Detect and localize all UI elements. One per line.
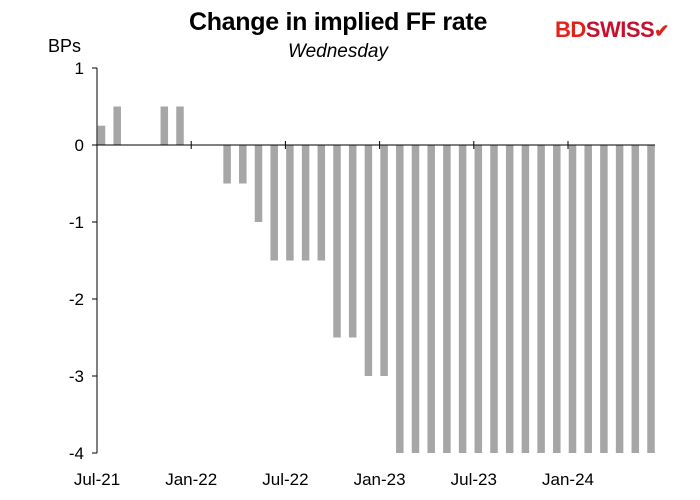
x-tick-label: Jul-21 — [74, 470, 120, 489]
bar — [113, 106, 121, 145]
bar — [568, 145, 577, 453]
x-tick-label: Jul-22 — [262, 470, 308, 489]
bar — [647, 145, 655, 453]
bar — [427, 145, 435, 453]
y-tick-label: -2 — [69, 290, 84, 309]
bar — [553, 145, 561, 453]
bar — [176, 106, 184, 145]
x-tick-label: Jan-23 — [354, 470, 406, 489]
bar — [615, 145, 624, 453]
bar — [286, 145, 294, 261]
bar — [97, 125, 106, 145]
y-axis-label: BPs — [48, 36, 82, 56]
bar — [239, 145, 247, 184]
bar — [348, 145, 357, 338]
bar — [505, 145, 514, 453]
bar — [223, 145, 231, 184]
y-tick-label: -1 — [69, 213, 84, 232]
bar — [631, 145, 640, 453]
bar — [458, 145, 467, 453]
bars-group — [97, 106, 655, 453]
bar — [380, 145, 388, 376]
y-tick-label: 1 — [75, 59, 84, 78]
axes-group: 1 0 -1 -2 -3 -4 Jul-21 Jan-22 Jul-22 Jan-23 Jul-23… — [69, 59, 655, 489]
bar — [537, 145, 545, 453]
y-tick-label: -4 — [69, 444, 84, 463]
bar — [333, 145, 341, 338]
bar — [160, 106, 169, 145]
x-tick-label: Jan-24 — [542, 470, 594, 489]
bar — [317, 145, 326, 261]
chart-subtitle: Wednesday — [288, 41, 388, 62]
bar — [411, 145, 420, 453]
bar — [270, 145, 278, 261]
chart-title: Change in implied FF rate — [188, 8, 488, 36]
x-tick-label: Jan-22 — [165, 470, 217, 489]
bar — [584, 145, 592, 453]
bar — [490, 145, 498, 453]
bar — [254, 145, 263, 222]
y-tick-label: -3 — [69, 367, 84, 386]
bar — [301, 145, 310, 261]
bar — [396, 145, 404, 453]
bar — [521, 145, 530, 453]
bar — [600, 145, 608, 453]
y-tick-label: 0 — [75, 136, 84, 155]
bar — [474, 145, 483, 453]
bar — [364, 145, 373, 376]
bar — [443, 145, 451, 453]
bdswiss-logo: BDSWISS✔ — [555, 17, 669, 42]
x-tick-label: Jul-23 — [451, 470, 497, 489]
